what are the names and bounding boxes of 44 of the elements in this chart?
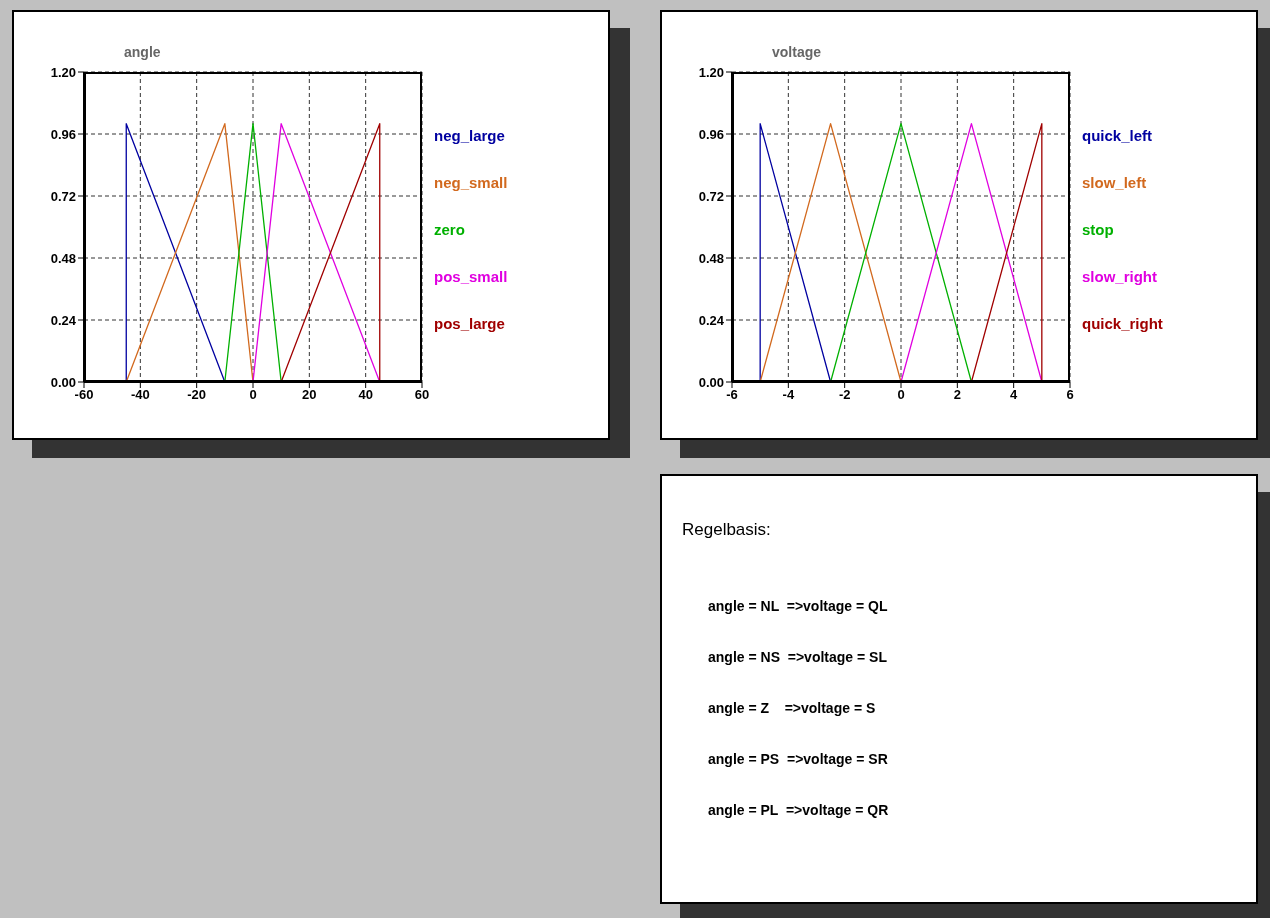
text: angle = PL =>voltage = QR xyxy=(708,802,889,818)
x-tick-label: 40 xyxy=(358,387,373,403)
y-tick-label: 0.72 xyxy=(698,188,724,204)
text: pos_large xyxy=(434,314,506,334)
text: stop xyxy=(1082,220,1115,240)
text: zero xyxy=(434,220,466,240)
y-tick-label: 0.96 xyxy=(50,126,76,142)
y-tick-label: 0.00 xyxy=(50,374,76,390)
y-tick-label: 1.20 xyxy=(50,64,76,80)
text: pos_small xyxy=(434,267,508,287)
x-tick-label: 2 xyxy=(953,387,961,403)
text: neg_small xyxy=(434,173,508,193)
x-tick-label: 4 xyxy=(1010,387,1019,403)
x-tick-label: -20 xyxy=(187,387,207,403)
text: angle = Z =>voltage = S xyxy=(708,700,876,716)
y-tick-label: 1.20 xyxy=(698,64,724,80)
y-tick-label: 0.48 xyxy=(698,250,724,266)
text: quick_right xyxy=(1082,314,1163,334)
y-tick-label: 0.96 xyxy=(698,126,724,142)
x-tick-label: -4 xyxy=(782,387,795,403)
y-tick-label: 0.00 xyxy=(698,374,724,390)
chart-title: angle xyxy=(124,44,161,60)
y-tick-label: 0.72 xyxy=(50,188,76,204)
x-tick-label: 0 xyxy=(249,387,257,403)
y-tick-label: 0.24 xyxy=(50,312,77,328)
chart-title: voltage xyxy=(772,44,822,60)
text: slow_right xyxy=(1082,267,1158,287)
x-tick-label: 20 xyxy=(302,387,317,403)
text: angle = PS =>voltage = SR xyxy=(708,751,888,767)
text: quick_left xyxy=(1082,126,1154,146)
x-tick-label: -40 xyxy=(130,387,150,403)
text: Regelbasis: xyxy=(682,520,771,540)
y-tick-label: 0.24 xyxy=(698,312,725,328)
y-tick-label: 0.48 xyxy=(50,250,76,266)
text: slow_left xyxy=(1082,173,1148,193)
x-tick-label: -6 xyxy=(726,387,738,403)
x-tick-label: 0 xyxy=(897,387,905,403)
x-tick-label: -60 xyxy=(74,387,94,403)
x-tick-label: 6 xyxy=(1066,387,1074,403)
text: angle = NL =>voltage = QL xyxy=(708,598,888,614)
text: angle = NS =>voltage = SL xyxy=(708,649,887,665)
x-tick-label: -2 xyxy=(838,387,851,403)
x-tick-label: 60 xyxy=(414,387,430,403)
text: neg_large xyxy=(434,126,506,146)
